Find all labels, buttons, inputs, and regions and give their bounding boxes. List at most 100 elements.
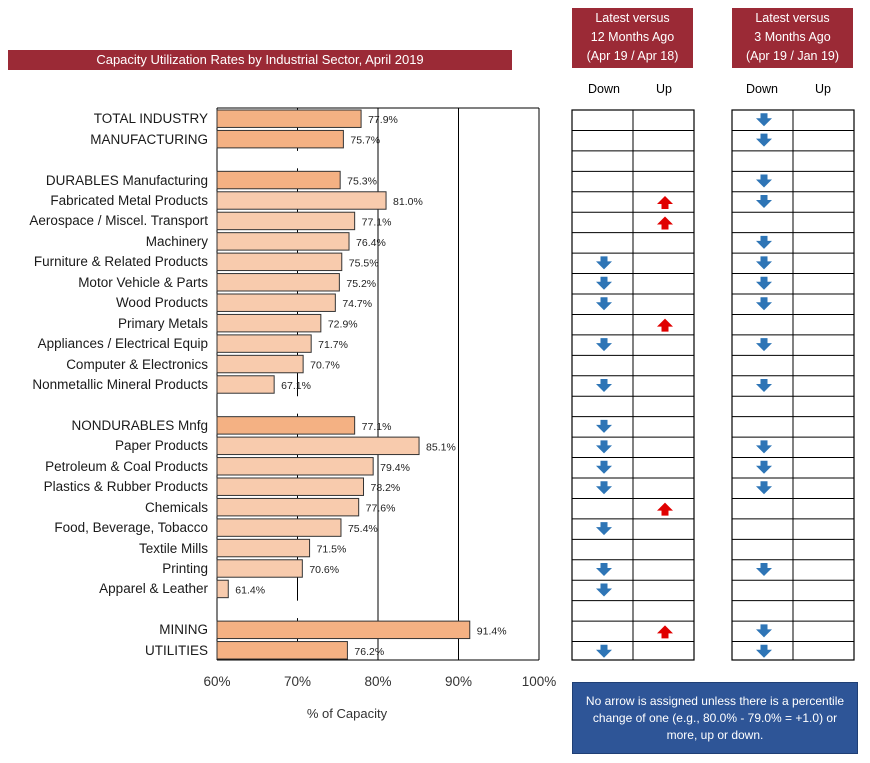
bar-value-label: 72.9% — [328, 319, 358, 331]
q3-down-arrow-icon — [756, 113, 772, 127]
yoy-header-line-3: (Apr 19 / Apr 18) — [586, 49, 679, 63]
bar — [216, 579, 229, 599]
bar-value-label: 70.6% — [309, 564, 339, 576]
q3-down-arrow-icon — [756, 440, 772, 454]
bar-value-label: 78.2% — [371, 482, 401, 494]
category-label: NONDURABLES Mnfg — [71, 417, 208, 433]
bar-value-label: 77.6% — [366, 503, 396, 515]
category-label: Machinery — [145, 233, 208, 249]
yoy-down-arrow-icon — [596, 297, 612, 311]
yoy-up-arrow-icon — [657, 502, 673, 516]
q3-header-line-1: Latest versus — [755, 11, 830, 25]
bar-value-label: 76.2% — [354, 646, 384, 658]
q3-down-arrow-icon — [756, 256, 772, 270]
q3-down-arrow-icon — [756, 624, 772, 638]
x-tick-label: 60% — [203, 674, 230, 689]
bar-value-label: 74.7% — [342, 298, 372, 310]
category-label: Wood Products — [115, 295, 208, 311]
bar — [216, 375, 275, 394]
bar — [216, 170, 341, 190]
bar-value-label: 79.4% — [380, 462, 410, 474]
category-label: Textile Mills — [138, 540, 208, 556]
bar — [216, 559, 303, 578]
bar — [216, 313, 322, 333]
q3-down-arrow-icon — [756, 338, 772, 352]
bar-value-label: 77.9% — [368, 114, 398, 126]
category-label: Computer & Electronics — [66, 356, 208, 372]
q3-down-arrow-icon — [756, 174, 772, 188]
yoy-down-arrow-icon — [596, 460, 612, 474]
methodology-note: No arrow is assigned unless there is a p… — [572, 682, 858, 754]
bar-value-label: 91.4% — [477, 625, 507, 637]
bar — [216, 497, 360, 517]
q3-table-header: Latest versus 3 Months Ago (Apr 19 / Jan… — [732, 8, 853, 68]
x-tick-label: 80% — [364, 674, 391, 689]
bar — [216, 334, 312, 353]
bar-value-label: 61.4% — [235, 584, 265, 596]
bar-value-label: 81.0% — [393, 196, 423, 208]
category-label: DURABLES Manufacturing — [45, 172, 208, 188]
bar-value-label: 75.5% — [349, 257, 379, 269]
yoy-down-arrow-icon — [596, 419, 612, 433]
category-label: Fabricated Metal Products — [50, 193, 208, 208]
x-tick-label: 100% — [522, 674, 557, 689]
q3-down-arrow-icon — [756, 235, 772, 249]
bar — [216, 109, 362, 128]
category-label: Paper Products — [114, 438, 208, 454]
category-label: Nonmetallic Mineral Products — [32, 377, 208, 392]
bar-value-label: 77.1% — [362, 421, 392, 433]
bar-value-label: 67.1% — [281, 380, 311, 392]
yoy-up-arrow-icon — [657, 196, 673, 209]
q3-down-arrow-icon — [756, 133, 772, 147]
yoy-down-arrow-icon — [596, 256, 612, 270]
q3-down-arrow-icon — [756, 481, 772, 495]
q3-down-header: Down — [746, 82, 778, 96]
bar — [216, 416, 356, 435]
bar — [216, 252, 343, 272]
yoy-up-arrow-icon — [657, 216, 673, 230]
yoy-down-arrow-icon — [596, 563, 612, 576]
bar-value-label: 75.4% — [348, 523, 378, 535]
yoy-down-arrow-icon — [596, 440, 612, 454]
bar-value-label: 75.3% — [347, 176, 377, 188]
bar-value-label: 85.1% — [426, 441, 456, 453]
category-label: Furniture & Related Products — [33, 254, 208, 270]
q3-down-arrow-icon — [756, 379, 772, 392]
q3-up-header: Up — [815, 82, 831, 96]
x-tick-label: 90% — [445, 674, 472, 689]
bar — [216, 457, 374, 476]
yoy-up-arrow-icon — [657, 318, 673, 332]
category-label: Apparel & Leather — [99, 581, 208, 597]
yoy-down-arrow-icon — [596, 379, 612, 392]
bar — [216, 354, 304, 374]
category-label: Food, Beverage, Tobacco — [54, 520, 208, 536]
category-label: TOTAL INDUSTRY — [93, 111, 208, 127]
yoy-up-arrow-icon — [657, 625, 673, 639]
yoy-down-arrow-icon — [596, 522, 612, 536]
category-label: Primary Metals — [117, 315, 208, 331]
category-label: Petroleum & Coal Products — [45, 458, 208, 474]
bar — [216, 436, 420, 456]
x-axis-label: % of Capacity — [307, 706, 388, 721]
bar — [216, 538, 311, 558]
yoy-down-arrow-icon — [596, 481, 612, 495]
q3-header-line-2: 3 Months Ago — [754, 30, 831, 44]
category-label: MINING — [159, 622, 208, 638]
bar-value-label: 75.7% — [350, 135, 380, 147]
category-label: UTILITIES — [144, 642, 208, 658]
q3-header-line-3: (Apr 19 / Jan 19) — [745, 49, 840, 63]
bar — [216, 232, 350, 251]
yoy-down-arrow-icon — [596, 644, 612, 658]
bar-value-label: 70.7% — [310, 360, 340, 372]
category-label: Appliances / Electrical Equip — [37, 336, 208, 352]
spacer-row — [218, 396, 298, 414]
bar — [216, 518, 342, 537]
yoy-header-line-1: Latest versus — [595, 11, 670, 25]
bar — [216, 191, 387, 210]
yoy-up-header: Up — [656, 82, 672, 96]
yoy-down-header: Down — [588, 82, 620, 96]
bar-value-label: 75.2% — [346, 278, 376, 290]
q3-down-arrow-icon — [756, 195, 772, 208]
q3-down-arrow-icon — [756, 563, 772, 576]
